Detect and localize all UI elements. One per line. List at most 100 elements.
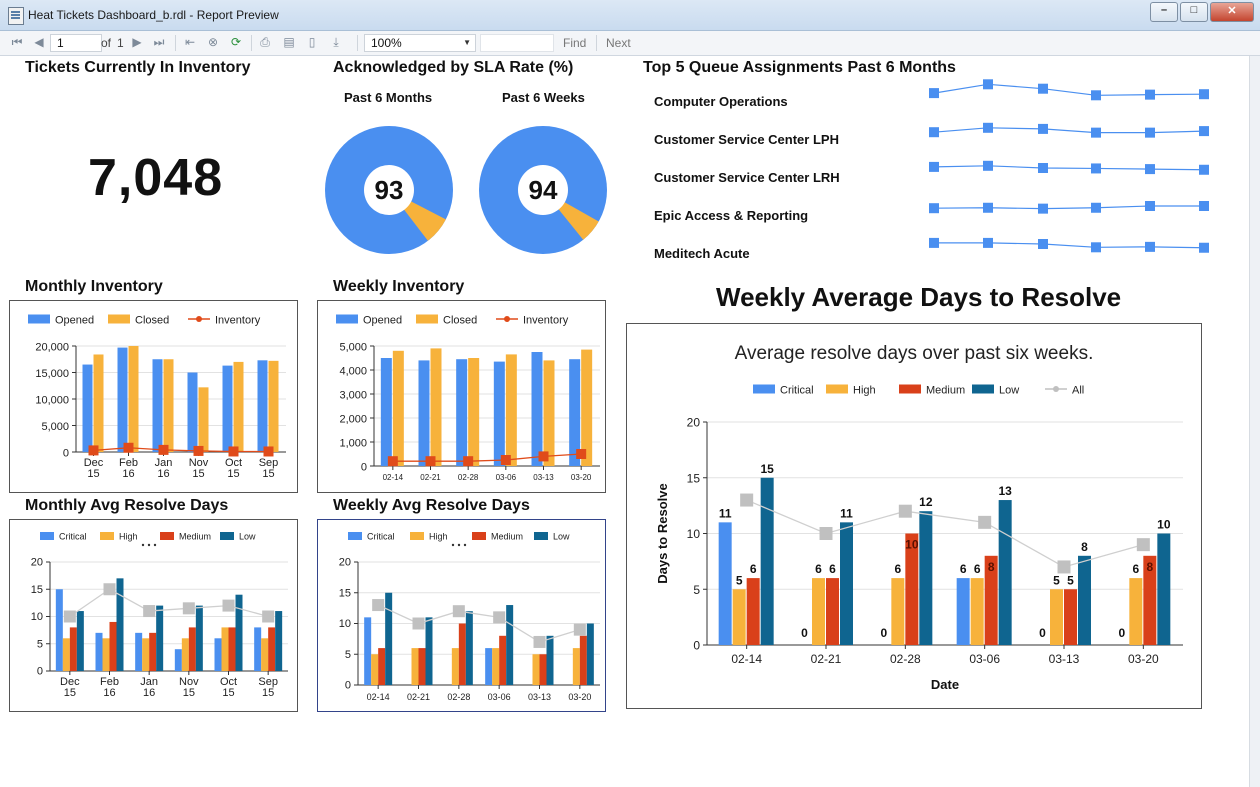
series-marker-inventory (158, 444, 169, 455)
weekly-average-chart: Critical High Medium Low All 0 5 10 15 20 02-14 11 5… (655, 343, 1183, 692)
donut-value: 93 (375, 175, 404, 205)
print-layout-icon[interactable]: ▤ (283, 35, 295, 49)
weekly-inventory-title: Weekly Inventory (333, 278, 465, 295)
maximize-button[interactable]: □ (1180, 2, 1208, 22)
legend-label: Critical (367, 532, 395, 542)
bar-high (181, 638, 189, 671)
series-marker-inventory (387, 456, 398, 467)
bar-medium (149, 632, 157, 671)
y-tick-label: 15 (339, 587, 351, 599)
x-tick-label: Dec (84, 457, 104, 469)
sparkline-point (1038, 203, 1048, 214)
bar-critical (55, 589, 63, 671)
x-tick-label: 02-14 (731, 652, 762, 666)
sla-title: Acknowledged by SLA Rate (%) (333, 59, 574, 76)
legend-overflow-dot (147, 543, 151, 547)
legend-label: Medium (926, 385, 965, 397)
print-icon[interactable]: ⎙ (260, 35, 270, 49)
bar-opened (152, 359, 163, 452)
bar-high (411, 648, 419, 685)
series-marker-all (143, 605, 156, 618)
bar-high (62, 638, 70, 671)
next-button[interactable]: Next (606, 36, 631, 50)
bar-closed (163, 359, 174, 452)
monthly-inventory-chart: Opened Closed Inventory 0 5,000 10,000 15,000 2… (28, 314, 286, 480)
bar-opened (493, 361, 505, 466)
page-number-input[interactable]: 1 (50, 34, 102, 52)
bar-medium (1064, 589, 1077, 645)
maximize-icon: □ (1190, 4, 1198, 16)
series-marker-all (262, 610, 275, 623)
sparkline-point (1199, 89, 1209, 100)
queue-label: Epic Access & Reporting (654, 208, 809, 223)
data-label: 13 (998, 484, 1012, 498)
x-tick-label: 16 (143, 687, 155, 699)
minimize-icon: – (1160, 4, 1168, 16)
series-line-inventory (93, 447, 269, 453)
last-page-icon[interactable]: ⏭ (153, 35, 165, 49)
export-icon[interactable]: ⤓ (333, 35, 339, 49)
data-label: 0 (880, 626, 887, 640)
y-tick-label: 10 (31, 611, 43, 623)
first-page-icon[interactable]: ⏮ (11, 35, 23, 49)
y-tick-label: 5 (693, 583, 700, 597)
sparkline-point (1038, 83, 1048, 94)
bar-high (451, 648, 459, 685)
sparkline-line (933, 83, 1205, 96)
bar-high (891, 578, 905, 645)
back-icon[interactable]: ⇤ (184, 35, 196, 49)
weekly-resolve-title: Weekly Avg Resolve Days (333, 497, 530, 514)
data-label: 6 (829, 562, 836, 576)
vertical-scrollbar[interactable] (1249, 56, 1260, 787)
queue-sparklines (929, 79, 1209, 253)
bar-medium (984, 555, 998, 645)
x-tick-label: 03-20 (1128, 652, 1159, 666)
data-label: 0 (1118, 626, 1125, 640)
bar-low (919, 511, 933, 645)
refresh-icon[interactable]: ⟳ (230, 35, 242, 49)
legend-label: Low (999, 385, 1019, 397)
sparkline-point (1199, 126, 1209, 137)
bar-low (1078, 555, 1091, 645)
sparkline-point (1145, 241, 1155, 252)
find-button[interactable]: Find (563, 36, 587, 50)
x-tick-label: 03-13 (1049, 652, 1080, 666)
bar-critical (718, 522, 732, 645)
sparkline-point (1145, 127, 1155, 138)
bar-low (116, 578, 124, 671)
bar-medium (746, 578, 760, 645)
bar-high (970, 578, 984, 645)
x-tick-label: 15 (227, 468, 239, 480)
x-tick-label: 02-28 (447, 692, 470, 702)
bar-medium (228, 627, 236, 671)
y-tick-label: 3,000 (339, 390, 367, 402)
sla-months-donut: 93 (325, 126, 453, 254)
zoom-select[interactable]: 100% ▼ (364, 34, 476, 52)
legend-label: Inventory (523, 315, 569, 327)
page-setup-icon[interactable]: ▯ (308, 35, 316, 49)
previous-page-icon[interactable]: ◀ (34, 35, 44, 49)
legend-label: All (1072, 385, 1084, 397)
legend-swatch (336, 314, 358, 324)
page-count: 1 (117, 36, 124, 50)
sparkline-point (983, 160, 993, 171)
donut-hole (364, 165, 414, 215)
find-input[interactable] (480, 34, 554, 52)
bar-low (586, 623, 594, 685)
y-tick-label: 4,000 (339, 366, 367, 378)
data-label: 6 (750, 562, 757, 576)
series-marker-inventory (88, 445, 99, 456)
series-marker-inventory (576, 449, 587, 459)
bar-medium (579, 635, 587, 685)
data-label: 8 (1081, 540, 1088, 554)
minimize-button[interactable]: – (1150, 2, 1178, 22)
x-tick-label: Oct (225, 457, 242, 469)
close-button[interactable]: ✕ (1210, 2, 1254, 22)
stop-icon[interactable]: ⊗ (207, 35, 219, 49)
next-page-icon[interactable]: ▶ (132, 35, 142, 49)
bar-low (385, 592, 393, 685)
data-label: 6 (815, 562, 822, 576)
bar-closed (581, 349, 593, 466)
bar-low (760, 477, 774, 645)
sla-months-label: Past 6 Months (344, 90, 433, 105)
